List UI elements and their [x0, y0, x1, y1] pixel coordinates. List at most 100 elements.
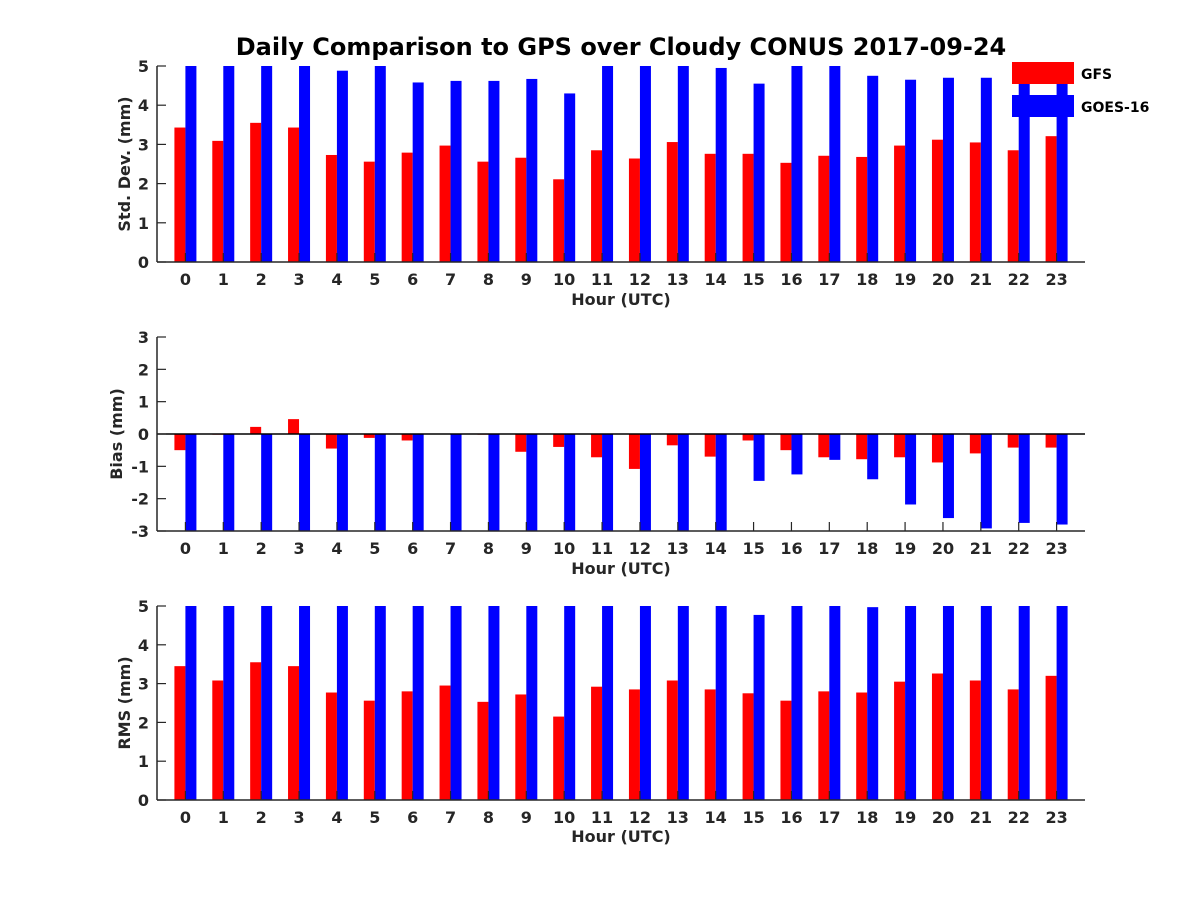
bar-goes-16-13 — [677, 66, 689, 262]
bar-goes-16-8 — [488, 606, 500, 800]
bar-goes-16-13 — [677, 434, 689, 531]
x-tick-label: 6 — [407, 270, 418, 289]
bar-goes-16-2 — [261, 434, 273, 531]
x-tick-label: 1 — [218, 539, 229, 558]
x-tick-label: 20 — [932, 539, 954, 558]
y-tick-label: 3 — [138, 328, 149, 347]
bar-goes-16-2 — [261, 606, 273, 800]
bar-goes-16-5 — [374, 434, 386, 531]
bar-gfs-22 — [1007, 434, 1019, 448]
bar-goes-16-10 — [564, 606, 576, 800]
y-axis-label: Bias (mm) — [107, 388, 126, 480]
bar-goes-16-8 — [488, 434, 500, 531]
bar-goes-16-15 — [753, 614, 765, 800]
bar-goes-16-15 — [753, 83, 765, 262]
bar-goes-16-11 — [602, 434, 614, 531]
x-tick-label: 8 — [483, 270, 494, 289]
x-tick-label: 11 — [591, 539, 613, 558]
bar-goes-16-8 — [488, 80, 500, 263]
bar-goes-16-14 — [715, 67, 727, 263]
bar-goes-16-10 — [564, 434, 576, 531]
legend-entry-goes-16: GOES-16 — [1012, 95, 1149, 117]
bar-gfs-20 — [931, 434, 943, 463]
x-tick-label: 16 — [780, 539, 802, 558]
x-tick-label: 15 — [742, 808, 764, 827]
x-tick-label: 11 — [591, 270, 613, 289]
y-axis-label: RMS (mm) — [115, 656, 134, 749]
bar-goes-16-12 — [639, 66, 651, 262]
bar-goes-16-17 — [829, 66, 841, 262]
bar-gfs-13 — [666, 434, 678, 446]
y-axis-label: Std. Dev. (mm) — [115, 96, 134, 231]
x-tick-label: 6 — [407, 539, 418, 558]
x-tick-label: 19 — [894, 539, 916, 558]
bars — [174, 66, 1068, 263]
bar-goes-16-12 — [639, 434, 651, 531]
bar-gfs-11 — [591, 434, 603, 458]
x-tick-label: 10 — [553, 808, 575, 827]
bar-gfs-1 — [212, 140, 224, 262]
legend: GFS GOES-16 — [1012, 62, 1149, 117]
bar-gfs-19 — [894, 145, 906, 262]
bar-goes-16-22 — [1018, 606, 1030, 800]
x-tick-label: 15 — [742, 539, 764, 558]
x-tick-label: 20 — [932, 270, 954, 289]
x-tick-label: 18 — [856, 270, 878, 289]
bar-goes-16-16 — [791, 434, 803, 475]
bar-goes-16-9 — [526, 78, 538, 262]
x-tick-label: 13 — [667, 808, 689, 827]
x-tick-label: 13 — [667, 539, 689, 558]
bar-gfs-2 — [250, 426, 262, 434]
bar-gfs-23 — [1045, 675, 1057, 800]
x-tick-label: 17 — [818, 808, 840, 827]
bar-gfs-11 — [591, 150, 603, 262]
bar-gfs-22 — [1007, 150, 1019, 262]
bar-gfs-0 — [174, 127, 186, 262]
bar-gfs-0 — [174, 666, 186, 800]
x-tick-label: 5 — [369, 808, 380, 827]
bar-goes-16-7 — [450, 606, 462, 800]
bar-goes-16-17 — [829, 434, 841, 460]
y-tick-label: 1 — [138, 393, 149, 412]
x-axis-label: Hour (UTC) — [571, 827, 671, 846]
legend-label: GOES-16 — [1081, 100, 1149, 116]
bar-gfs-22 — [1007, 689, 1019, 800]
y-tick-label: -3 — [131, 522, 149, 541]
bar-goes-16-22 — [1018, 434, 1030, 523]
x-tick-label: 11 — [591, 808, 613, 827]
x-tick-label: 21 — [970, 808, 992, 827]
bar-gfs-14 — [704, 434, 716, 457]
bar-gfs-5 — [363, 700, 375, 800]
x-tick-label: 18 — [856, 808, 878, 827]
x-tick-label: 22 — [1008, 539, 1030, 558]
x-tick-label: 2 — [256, 270, 267, 289]
x-tick-label: 2 — [256, 539, 267, 558]
y-tick-label: 5 — [138, 597, 149, 616]
bar-goes-16-18 — [867, 434, 879, 480]
bar-goes-16-4 — [336, 70, 348, 262]
x-tick-label: 8 — [483, 539, 494, 558]
x-tick-label: 9 — [521, 808, 532, 827]
bar-goes-16-9 — [526, 606, 538, 800]
y-tick-label: 0 — [138, 425, 149, 444]
bar-gfs-8 — [477, 161, 489, 262]
bar-gfs-1 — [212, 680, 224, 800]
x-tick-label: 21 — [970, 270, 992, 289]
bar-goes-16-19 — [905, 434, 917, 505]
bar-gfs-6 — [401, 434, 413, 441]
bar-goes-16-11 — [602, 66, 614, 262]
x-tick-label: 13 — [667, 270, 689, 289]
x-tick-label: 1 — [218, 808, 229, 827]
y-tick-label: 4 — [138, 96, 149, 115]
legend-swatch — [1012, 95, 1074, 117]
bar-goes-16-21 — [980, 77, 992, 262]
x-tick-label: 0 — [180, 539, 191, 558]
bar-gfs-4 — [325, 434, 337, 449]
bar-gfs-17 — [818, 434, 830, 458]
bar-gfs-3 — [288, 419, 300, 434]
x-tick-label: 22 — [1008, 270, 1030, 289]
bar-gfs-18 — [856, 434, 868, 460]
